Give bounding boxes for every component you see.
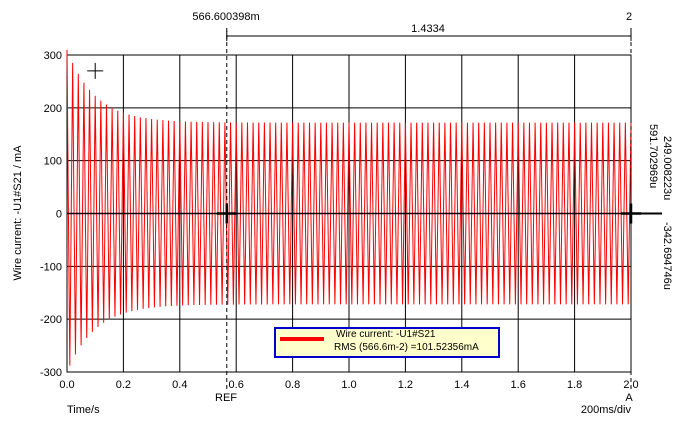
y-tick-label: -300 xyxy=(40,367,62,379)
y-tick-label: 200 xyxy=(44,103,62,115)
a-cursor-label: A xyxy=(625,392,633,404)
x-tick-label: 1.6 xyxy=(511,379,526,391)
x-tick-label: 0.2 xyxy=(116,379,131,391)
x-tick-label: 1.8 xyxy=(567,379,582,391)
cursor-readout-1: 591.702969u xyxy=(647,124,659,188)
y-tick-label: 100 xyxy=(44,156,62,168)
y-tick-label: -200 xyxy=(40,314,62,326)
cursor-delta-label: 1.4334 xyxy=(411,23,445,35)
ref-cursor-top-label: 566.600398m xyxy=(192,11,259,23)
x-tick-label: 1.2 xyxy=(398,379,413,391)
ref-cursor-label: REF xyxy=(215,392,237,404)
x-tick-label: 0.4 xyxy=(172,379,187,391)
y-tick-label: 0 xyxy=(56,209,62,221)
x-division-label: 200ms/div xyxy=(581,404,632,416)
a-cursor-top-label: 2 xyxy=(626,11,632,23)
series-line xyxy=(66,49,632,366)
y-tick-label: 300 xyxy=(44,50,62,62)
axis-ticks: 0.0 0.2 0.4 0.6 0.8 1.0 1.2 1.4 1.6 1.8 2.03002001… xyxy=(40,50,639,391)
x-tick-label: 1.0 xyxy=(341,379,356,391)
x-tick-label: 1.4 xyxy=(454,379,469,391)
y-axis-label: Wire current: -U1#S21 / mA xyxy=(12,145,24,281)
y-tick-label: -100 xyxy=(40,261,62,273)
legend-stat: RMS (566.6m-2) =101.52356mA xyxy=(334,342,479,353)
x-tick-label: 0.0 xyxy=(59,379,74,391)
legend-series-label: Wire current: -U1#S21 xyxy=(336,329,436,340)
x-axis-label: Time/s xyxy=(67,404,100,416)
x-tick-label: 0.8 xyxy=(285,379,300,391)
legend-box xyxy=(274,327,500,358)
cursor-overlays xyxy=(67,28,662,392)
x-tick-label: 0.6 xyxy=(229,379,244,391)
cursor-readout-2: 249.008223u xyxy=(661,136,673,200)
legend: Wire current: -U1#S21 RMS (566.6m-2) =10… xyxy=(274,327,500,358)
series-waveform xyxy=(66,49,632,366)
cursor-readout-3: -342.694746u xyxy=(661,222,673,290)
